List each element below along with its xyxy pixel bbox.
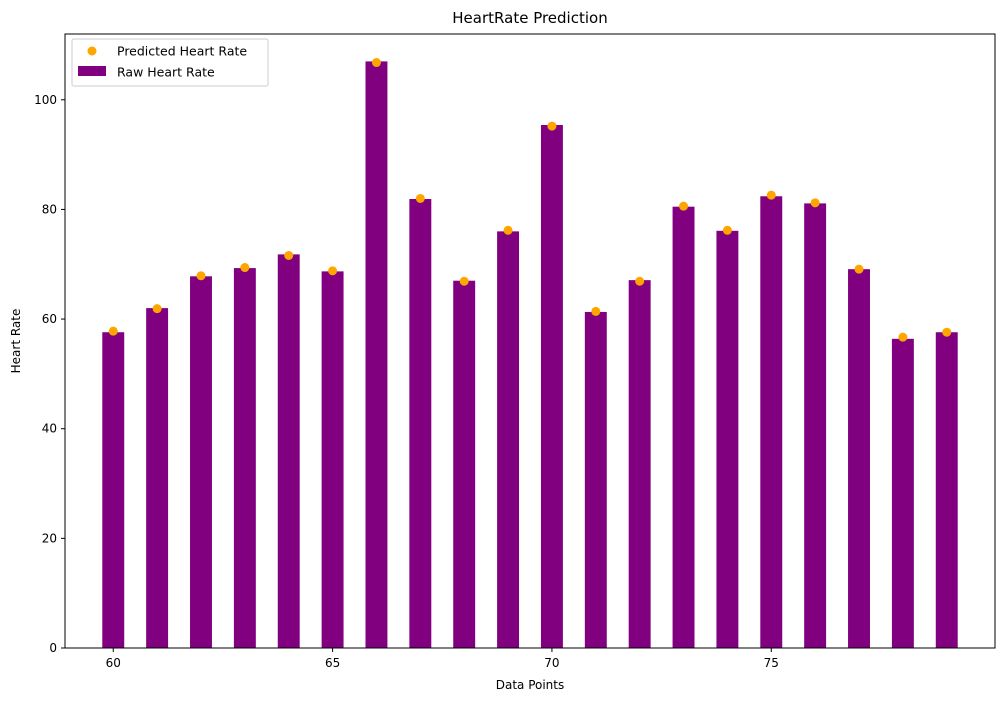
legend-label-raw: Raw Heart Rate bbox=[117, 65, 215, 80]
point-predicted-heart-rate bbox=[810, 198, 820, 208]
bar-raw-heart-rate bbox=[628, 280, 651, 648]
y-tick-label: 20 bbox=[42, 531, 57, 545]
x-tick-label: 75 bbox=[764, 656, 779, 670]
bar-raw-heart-rate bbox=[453, 280, 476, 648]
bar-raw-heart-rate bbox=[804, 203, 827, 649]
bar-raw-heart-rate bbox=[102, 332, 125, 648]
y-tick-label: 60 bbox=[42, 312, 57, 326]
y-axis-label: Heart Rate bbox=[9, 309, 23, 374]
point-predicted-heart-rate bbox=[415, 193, 425, 203]
bar-raw-heart-rate bbox=[190, 276, 212, 648]
x-tick-label: 70 bbox=[544, 656, 559, 670]
y-tick-label: 0 bbox=[49, 641, 57, 655]
y-tick-label: 40 bbox=[42, 422, 57, 436]
x-tick-label: 65 bbox=[325, 656, 340, 670]
bar-raw-heart-rate bbox=[584, 311, 607, 648]
y-axis-ticks: 0 20 40 60 80 100 bbox=[34, 93, 65, 655]
legend-box bbox=[71, 38, 269, 87]
legend: Predicted Heart Rate Raw Heart Rate bbox=[71, 38, 269, 87]
point-predicted-heart-rate bbox=[942, 327, 952, 337]
plot-frame bbox=[64, 33, 996, 649]
bar-raw-heart-rate bbox=[716, 230, 739, 648]
bar-raw-heart-rate bbox=[365, 61, 388, 649]
legend-swatch-raw bbox=[78, 66, 106, 76]
point-predicted-heart-rate bbox=[591, 306, 601, 316]
point-predicted-heart-rate bbox=[196, 271, 206, 281]
x-axis-label: Data Points bbox=[496, 678, 565, 692]
bar-raw-heart-rate bbox=[409, 199, 432, 648]
bar-raw-heart-rate bbox=[672, 206, 695, 648]
point-predicted-heart-rate bbox=[108, 326, 118, 336]
point-predicted-heart-rate bbox=[635, 276, 645, 286]
bar-raw-heart-rate bbox=[277, 254, 300, 648]
legend-label-predicted: Predicted Heart Rate bbox=[117, 44, 247, 59]
bar-raw-heart-rate bbox=[760, 196, 783, 648]
point-predicted-heart-rate bbox=[240, 263, 250, 273]
point-predicted-heart-rate bbox=[898, 332, 908, 342]
point-predicted-heart-rate bbox=[722, 225, 732, 235]
y-tick-label: 100 bbox=[34, 93, 57, 107]
x-tick-label: 60 bbox=[106, 656, 121, 670]
point-predicted-heart-rate bbox=[152, 304, 162, 314]
bar-raw-heart-rate bbox=[497, 231, 520, 648]
y-tick-label: 80 bbox=[42, 202, 57, 216]
x-axis-ticks: 60 65 70 75 bbox=[106, 648, 779, 670]
bar-raw-heart-rate bbox=[540, 125, 563, 649]
bar-raw-heart-rate bbox=[935, 332, 958, 648]
point-predicted-heart-rate bbox=[328, 266, 338, 276]
point-predicted-heart-rate bbox=[284, 250, 294, 260]
points-layer bbox=[108, 58, 952, 342]
bar-raw-heart-rate bbox=[891, 338, 914, 648]
point-predicted-heart-rate bbox=[459, 276, 469, 286]
point-predicted-heart-rate bbox=[766, 190, 776, 200]
bars-layer bbox=[102, 61, 958, 649]
point-predicted-heart-rate bbox=[679, 201, 689, 211]
point-predicted-heart-rate bbox=[503, 225, 513, 235]
point-predicted-heart-rate bbox=[854, 264, 864, 274]
bar-raw-heart-rate bbox=[321, 271, 344, 648]
bar-raw-heart-rate bbox=[848, 269, 870, 648]
point-predicted-heart-rate bbox=[371, 58, 381, 68]
legend-marker-predicted bbox=[87, 46, 97, 56]
chart-title: HeartRate Prediction bbox=[452, 9, 607, 27]
bar-raw-heart-rate bbox=[233, 268, 256, 648]
bar-raw-heart-rate bbox=[146, 308, 169, 648]
point-predicted-heart-rate bbox=[547, 121, 557, 131]
